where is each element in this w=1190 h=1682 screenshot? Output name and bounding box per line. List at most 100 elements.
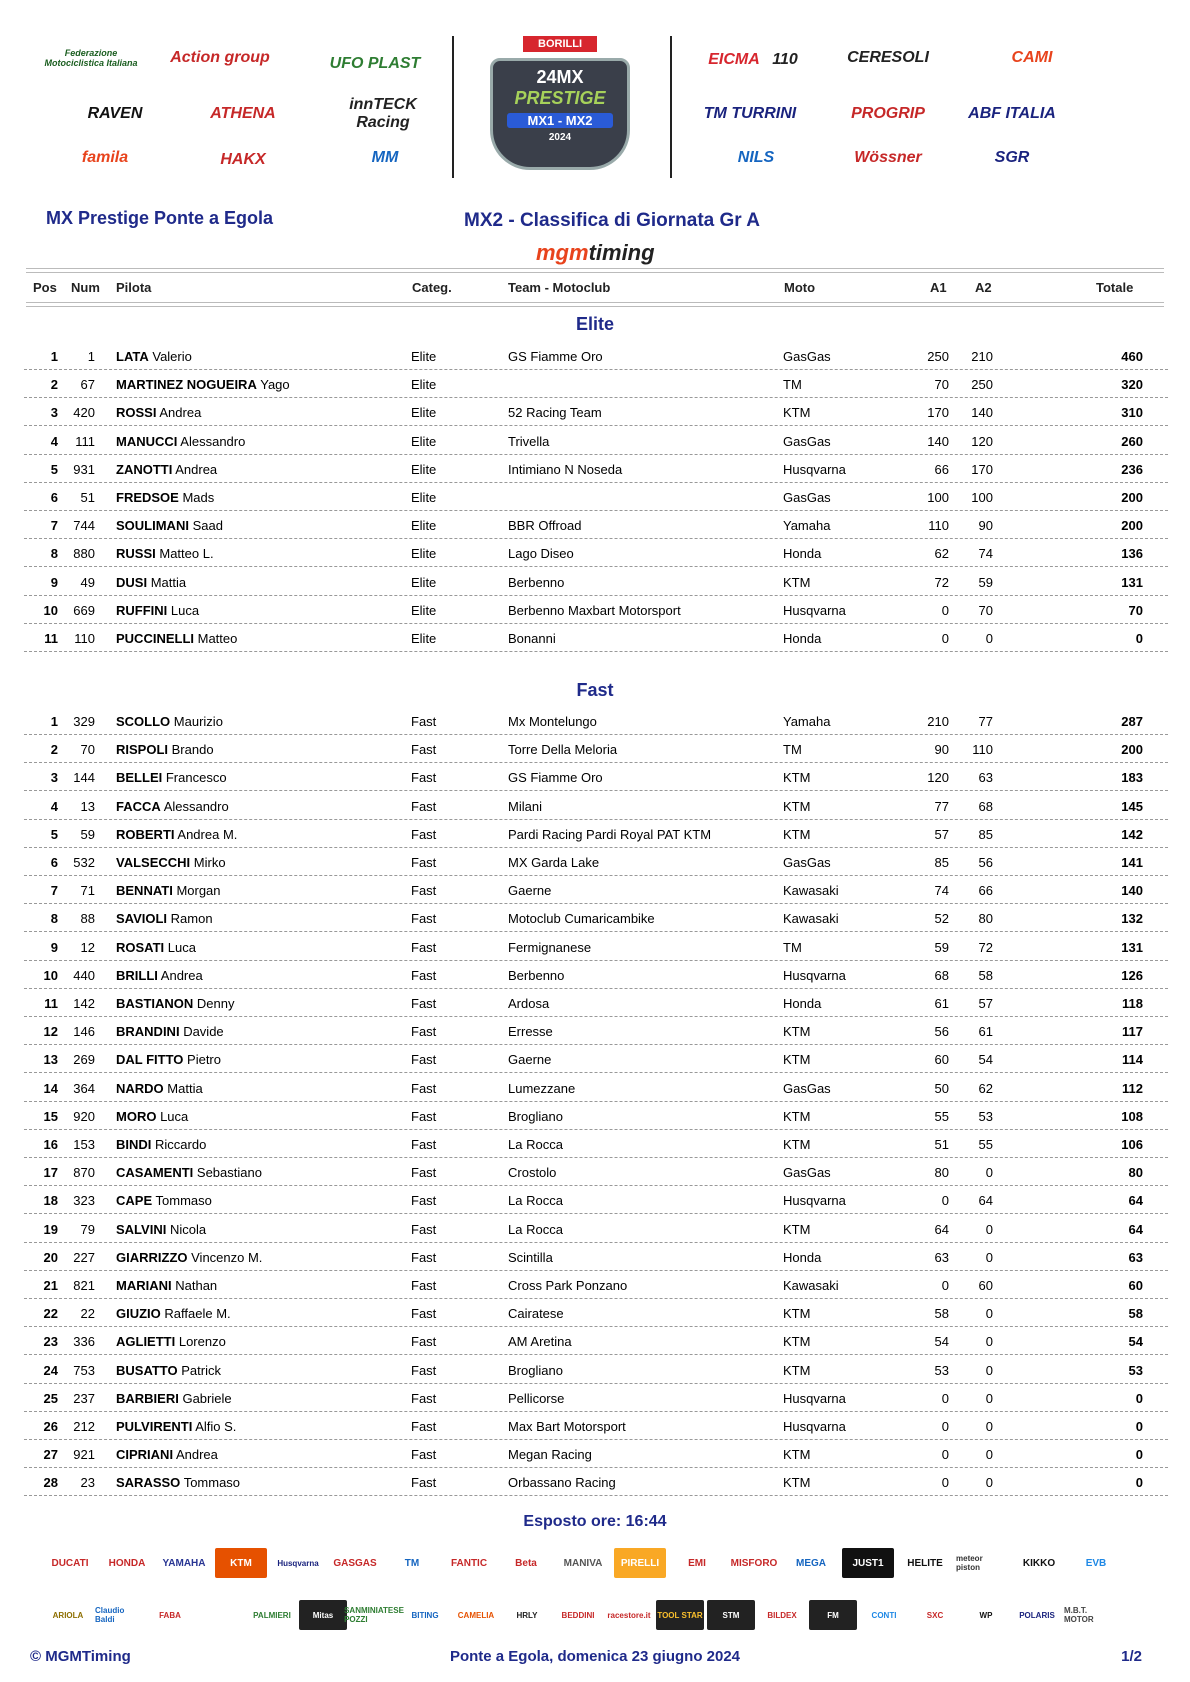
col-team: Team - Motoclub: [508, 280, 611, 295]
pilota: FACCA Alessandro: [116, 799, 229, 814]
cell-a1: 59: [934, 939, 949, 955]
table-row: 25 237 BARBIERI Gabriele Fast Pellicorse Husq…: [24, 1384, 1168, 1412]
sponsor-logo: meteor piston: [956, 1554, 983, 1572]
cell-team: Pardi Racing Pardi Royal PAT KTM: [508, 826, 712, 842]
cell-totale: 200: [1121, 518, 1143, 534]
cell-categ: Fast: [411, 1334, 437, 1350]
sponsor-logo: YAMAHA: [162, 1557, 206, 1569]
cell-a2: 53: [978, 1108, 993, 1124]
cell-moto: KTM: [783, 1334, 811, 1350]
surname: SCOLLO: [116, 714, 171, 729]
firstname: Brando: [171, 742, 214, 758]
mgmtiming-logo: mgmtiming: [536, 240, 655, 265]
sponsor-logo: EICMA: [708, 51, 760, 68]
cell-a1: 0: [941, 631, 949, 646]
divider: [452, 36, 454, 178]
cell-num: 23: [80, 1475, 95, 1491]
pilota: RUFFINI Luca: [116, 603, 199, 618]
cell-num: 212: [73, 1419, 95, 1434]
cell-totale: 70: [1128, 602, 1143, 618]
cell-a1: 0: [941, 1193, 949, 1209]
table-row: 6 532 VALSECCHI Mirko Fast MX Garda Lake GasG…: [24, 848, 1168, 876]
pilota: RUSSI Matteo L.: [116, 546, 214, 561]
cell-categ: Fast: [411, 911, 437, 927]
sponsor-logo: 110: [772, 51, 798, 68]
firstname: Nicola: [169, 1221, 207, 1237]
cell-a1: 66: [934, 461, 949, 477]
pilota: SARASSO Tommaso: [116, 1475, 240, 1490]
firstname: Mattia: [167, 1080, 203, 1096]
sponsor-logo: MANIVA: [563, 1557, 603, 1569]
cell-pos: 16: [43, 1137, 58, 1152]
cell-num: 111: [75, 433, 95, 449]
cell-num: 13: [80, 798, 95, 814]
sponsor-logo: M.B.T. MOTOR: [1064, 1606, 1094, 1624]
sponsor-logo: UFO PLAST: [329, 55, 421, 72]
firstname: Andrea: [175, 461, 218, 477]
cell-pos: 21: [43, 1278, 58, 1293]
firstname: Andrea: [175, 1447, 218, 1463]
cell-pos: 2: [50, 742, 58, 758]
cell-team: Bonanni: [508, 631, 556, 646]
firstname: Luca: [160, 1108, 189, 1124]
firstname: Maurizio: [173, 714, 223, 729]
cell-team: La Rocca: [508, 1193, 563, 1209]
cell-categ: Fast: [411, 1278, 437, 1293]
firstname: Patrick: [181, 1362, 221, 1378]
cell-totale: 131: [1121, 574, 1143, 590]
firstname: Nathan: [175, 1278, 218, 1293]
cell-categ: Fast: [411, 1447, 437, 1463]
cell-moto: Kawasaki: [783, 911, 839, 927]
pilota: MARTINEZ NOGUEIRA Yago: [116, 377, 290, 392]
cell-pos: 1: [50, 349, 58, 364]
cell-pos: 7: [50, 518, 58, 534]
cell-team: Crostolo: [508, 1165, 557, 1181]
sponsor-logo: SGR: [994, 149, 1030, 166]
sponsor-logo: KIKKO: [1022, 1557, 1056, 1569]
table-row: 12 146 BRANDINI Davide Fast Erresse KTM 56 61 11…: [24, 1017, 1168, 1046]
cell-team: Berbenno Maxbart Motorsport: [508, 602, 681, 618]
cell-pos: 23: [43, 1334, 58, 1350]
sponsor-logo: CONTI: [871, 1610, 897, 1620]
cell-team: Erresse: [508, 1024, 553, 1040]
cell-categ: Fast: [411, 1165, 437, 1181]
firstname: Alfio S.: [195, 1419, 237, 1434]
cell-totale: 136: [1121, 546, 1143, 562]
cell-moto: TM: [783, 939, 802, 955]
cell-a2: 140: [971, 405, 993, 421]
cell-totale: 200: [1121, 742, 1143, 758]
surname: ZANOTTI: [116, 461, 173, 477]
sponsor-logo: POLARIS: [1019, 1610, 1055, 1620]
cell-team: Lago Diseo: [508, 546, 574, 562]
cell-a2: 63: [978, 770, 993, 786]
sponsor-logo: famila: [81, 149, 129, 166]
cell-team: MX Garda Lake: [508, 855, 600, 870]
cell-a2: 54: [978, 1052, 993, 1068]
pilota: SAVIOLI Ramon: [116, 911, 213, 926]
cell-categ: Fast: [411, 1080, 437, 1096]
page-number: 1/2: [1121, 1648, 1142, 1665]
cell-team: GS Fiamme Oro: [508, 349, 603, 364]
section-title: Fast: [576, 680, 614, 700]
cell-a2: 0: [985, 1306, 993, 1322]
cell-pos: 7: [50, 883, 58, 899]
cell-a2: 0: [985, 1475, 993, 1491]
cell-team: Gaerne: [508, 1052, 552, 1068]
sponsor-logo: innTECK Racing: [349, 96, 417, 131]
pilota: BINDI Riccardo: [116, 1137, 206, 1152]
cell-team: Cairatese: [508, 1306, 564, 1322]
table-row: 17 870 CASAMENTI Sebastiano Fast Crostolo Gas…: [24, 1158, 1168, 1187]
pilota: DUSI Mattia: [116, 575, 186, 590]
cell-pos: 4: [50, 798, 58, 814]
table-row: 14 364 NARDO Mattia Fast Lumezzane GasGas 50 62…: [24, 1074, 1168, 1102]
firstname: Raffaele M.: [164, 1306, 231, 1322]
pilota: RISPOLI Brando: [116, 742, 214, 757]
cell-a1: 140: [927, 433, 949, 449]
cell-pos: 19: [43, 1221, 58, 1237]
pilota: NARDO Mattia: [116, 1081, 203, 1096]
firstname: Francesco: [165, 770, 227, 786]
cell-totale: 0: [1135, 1419, 1143, 1434]
firstname: Andrea M.: [177, 826, 238, 842]
sponsor-logo: TM: [404, 1557, 420, 1569]
col-a1: A1: [930, 280, 947, 295]
